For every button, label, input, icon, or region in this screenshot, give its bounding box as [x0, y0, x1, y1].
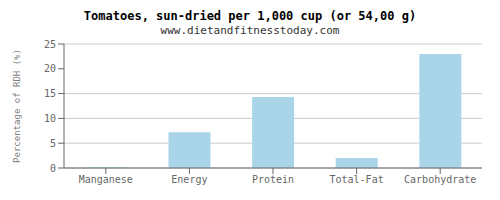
- svg-text:15: 15: [44, 88, 56, 99]
- svg-text:0: 0: [50, 163, 56, 174]
- svg-text:Energy: Energy: [171, 174, 207, 185]
- svg-text:Total-Fat: Total-Fat: [330, 174, 384, 185]
- svg-text:25: 25: [44, 39, 56, 50]
- svg-text:Protein: Protein: [252, 174, 294, 185]
- svg-text:10: 10: [44, 113, 56, 124]
- svg-text:5: 5: [50, 138, 56, 149]
- svg-text:Percentage of RDH (%): Percentage of RDH (%): [12, 49, 22, 163]
- html-text:www.dietandfitnesstoday.com: www.dietandfitnesstoday.com: [160, 24, 340, 37]
- svg-text:Carbohydrate: Carbohydrate: [404, 174, 476, 185]
- svg-text:Manganese: Manganese: [79, 174, 133, 185]
- html-text:Tomatoes, sun-dried per 1,000: Tomatoes, sun-dried per 1,000 cup (or 54…: [83, 9, 417, 23]
- svg-text:20: 20: [44, 63, 56, 74]
